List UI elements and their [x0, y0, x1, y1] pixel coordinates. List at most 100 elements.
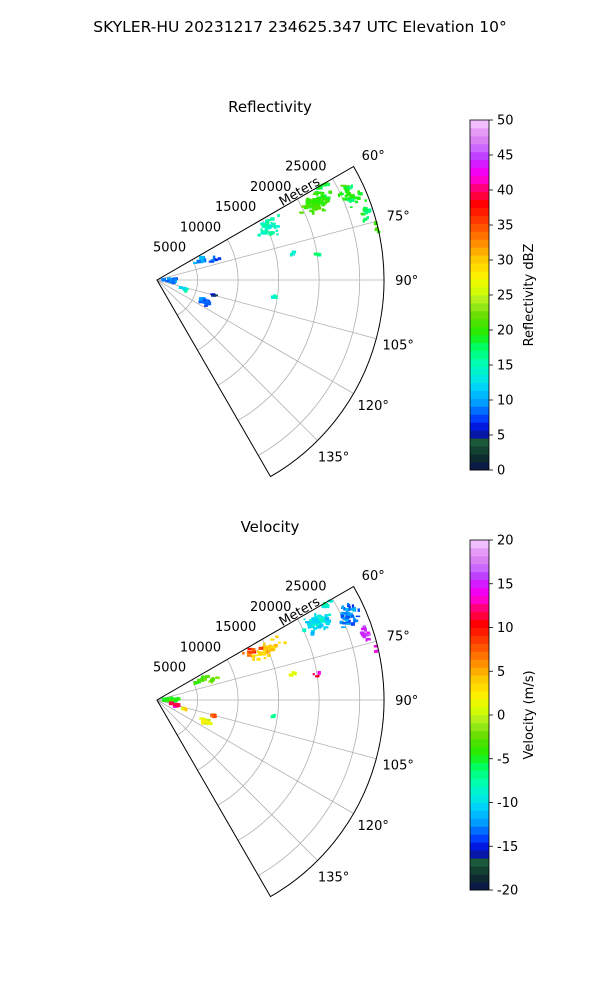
- range-ring: [177, 679, 198, 736]
- colorbar-segment: [470, 770, 489, 780]
- colorbar-segment: [470, 366, 489, 375]
- colorbar-segment: [470, 120, 489, 129]
- colorbar-segment: [470, 310, 489, 320]
- echo-gate: [270, 217, 275, 221]
- echo-gate: [263, 657, 267, 660]
- echo-gate: [166, 697, 170, 701]
- colorbar-segment: [470, 587, 489, 597]
- echo-gate: [316, 193, 319, 196]
- echo-gate: [197, 678, 201, 682]
- echo-gate: [317, 623, 320, 626]
- colorbar-segment: [470, 619, 489, 628]
- echo-gate: [322, 198, 327, 201]
- echo-gate: [262, 652, 267, 656]
- echo-gate: [341, 605, 345, 609]
- colorbar-tick-label: 30: [497, 254, 514, 269]
- echo-gate: [205, 675, 210, 678]
- colorbar-tick-label: 0: [497, 464, 505, 479]
- echo-gate: [318, 617, 323, 621]
- echo-gate: [325, 196, 331, 200]
- echo-gate: [350, 622, 355, 626]
- echo-gate: [307, 197, 310, 200]
- azimuth-tick-label: 135°: [318, 871, 349, 886]
- echo-gate: [182, 286, 187, 291]
- echo-gate: [194, 681, 199, 684]
- colorbar-segment: [470, 382, 489, 391]
- echo-gate: [261, 224, 267, 228]
- echo-gate: [273, 643, 278, 648]
- echo-gate: [199, 258, 204, 263]
- echo-cluster: [168, 701, 181, 708]
- echo-gate: [270, 221, 273, 225]
- echo-gate: [342, 622, 348, 625]
- echo-gate: [203, 299, 206, 302]
- echo-cluster: [210, 293, 218, 297]
- echo-gate: [344, 197, 349, 201]
- echo-gate: [196, 259, 201, 264]
- echo-gate: [320, 615, 324, 619]
- echo-gate: [210, 293, 216, 296]
- colorbar-segment: [470, 746, 489, 756]
- echo-gate: [277, 214, 280, 217]
- echo-gate: [347, 197, 353, 200]
- azimuth-tick-label: 105°: [383, 339, 414, 354]
- echo-gate: [169, 696, 174, 701]
- echo-gate: [254, 654, 259, 657]
- echo-gate: [363, 206, 368, 211]
- colorbar-segment: [470, 675, 489, 684]
- echo-gate: [318, 184, 321, 189]
- azimuth-line: [156, 699, 377, 760]
- colorbar-tick-label: 15: [497, 359, 514, 374]
- colorbar-segment: [470, 167, 489, 177]
- echo-gate: [270, 715, 276, 719]
- echo-gate: [313, 617, 319, 620]
- echo-cluster: [270, 713, 276, 719]
- colorbar-segment: [470, 762, 489, 772]
- echo-gate: [202, 256, 206, 259]
- echo-gate: [308, 623, 312, 626]
- echo-gate: [199, 255, 204, 260]
- range-tick-label: 25000: [285, 160, 326, 175]
- echo-gate: [204, 302, 208, 306]
- echo-gate: [161, 277, 166, 282]
- colorbar-tick-label: 35: [497, 219, 514, 234]
- colorbar-tick-label: 5: [497, 665, 505, 680]
- colorbar-segment: [470, 135, 489, 145]
- echo-gate: [324, 621, 329, 624]
- echo-gate: [326, 603, 329, 608]
- echo-gate: [319, 186, 323, 190]
- echo-gate: [316, 253, 320, 256]
- azimuth-tick-label: 120°: [358, 399, 389, 414]
- echo-gate: [350, 612, 353, 616]
- echo-gate: [276, 233, 279, 236]
- azimuth-line: [156, 699, 318, 861]
- echo-gate: [347, 186, 352, 190]
- colorbar-segment: [470, 794, 489, 803]
- colorbar-tick-label: 15: [497, 577, 514, 592]
- colorbar-segment: [470, 707, 489, 716]
- echo-gate: [273, 295, 278, 299]
- echo-gate: [305, 205, 310, 208]
- colorbar-segment: [470, 191, 489, 200]
- echo-gate: [327, 613, 332, 616]
- echo-gate: [345, 620, 349, 623]
- colorbar-segment: [470, 547, 489, 557]
- echo-gate: [323, 195, 327, 199]
- echo-gate: [199, 261, 204, 264]
- echo-gate: [210, 714, 214, 718]
- figure-title: SKYLER-HU 20231217 234625.347 UTC Elevat…: [93, 18, 507, 36]
- echo-gate: [345, 622, 351, 625]
- azimuth-line: [156, 279, 318, 441]
- colorbar-segment: [470, 571, 489, 581]
- echo-gate: [210, 259, 213, 262]
- echo-gate: [310, 631, 315, 636]
- echo-cluster: [257, 214, 280, 237]
- echo-gate: [320, 195, 325, 197]
- colorbar-segment: [470, 659, 489, 668]
- colorbar-segment: [470, 215, 489, 224]
- echo-gate: [204, 258, 207, 263]
- colorbar-segment: [470, 342, 489, 352]
- echo-gate: [350, 194, 354, 199]
- colorbar-segment: [470, 127, 489, 137]
